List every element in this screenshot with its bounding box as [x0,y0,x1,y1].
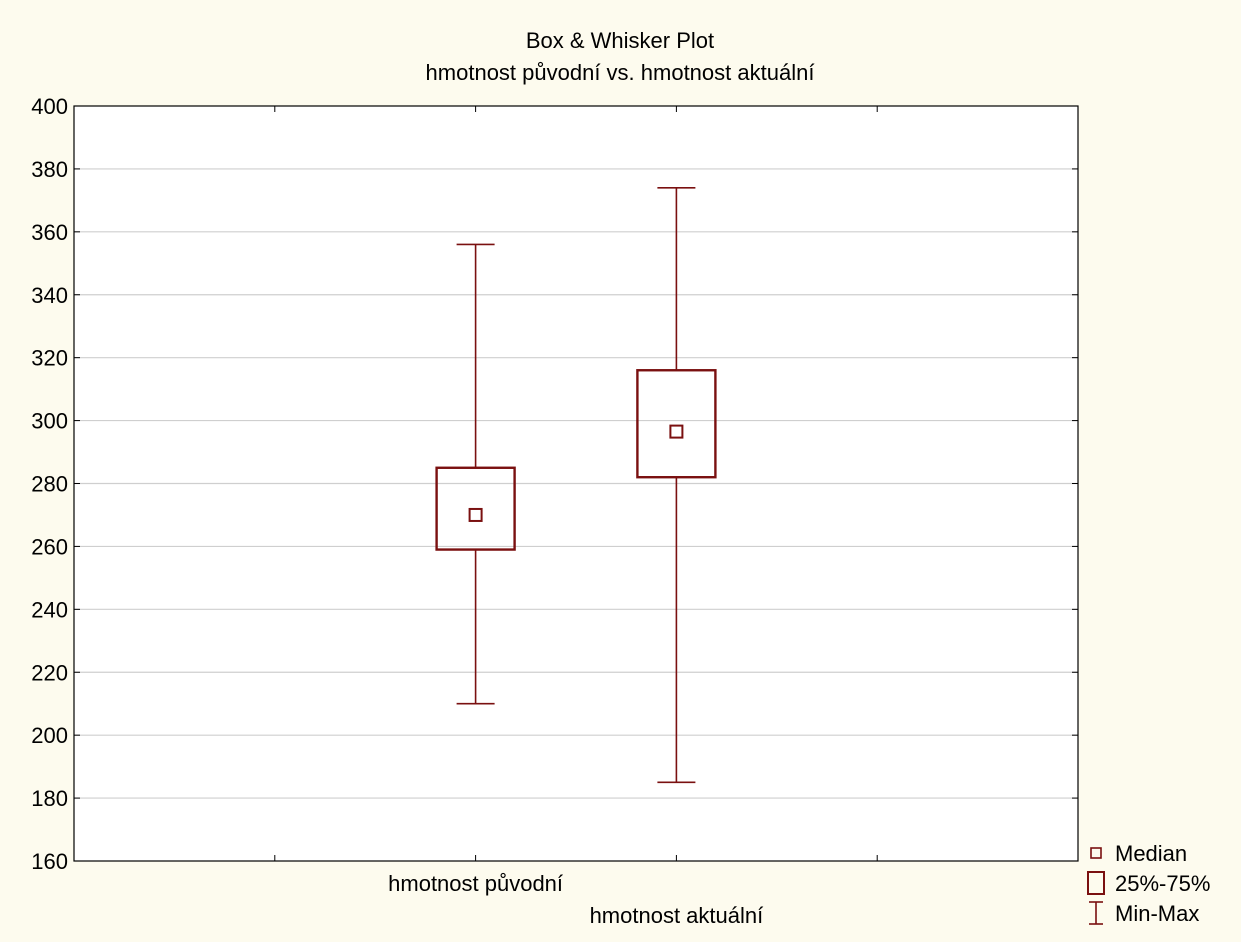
legend-item: Median [1090,841,1187,866]
iqr-box [636,369,717,479]
y-tick-label: 260 [31,534,68,559]
legend-median-symbol [1090,847,1102,859]
chart-title: Box & Whisker Plot [526,28,714,53]
y-tick-label: 180 [31,786,68,811]
legend-label: Min-Max [1115,901,1199,926]
x-axis-category-labels: hmotnost původní hmotnost aktuální [388,871,763,928]
y-tick-label: 320 [31,346,68,371]
legend-box-symbol [1087,871,1105,895]
box-series [435,186,717,784]
x-category-label: hmotnost původní [388,871,563,896]
legend-item: 25%-75% [1087,871,1210,896]
legend: Median 25%-75% Min-Max [1087,841,1210,926]
legend-item: Min-Max [1089,901,1199,926]
y-tick-label: 300 [31,409,68,434]
plot-frame [73,105,1079,862]
median-marker [468,507,483,522]
y-tick-label: 360 [31,220,68,245]
y-tick-label: 160 [31,849,68,874]
y-tick-label: 380 [31,157,68,182]
y-tick-label: 400 [31,94,68,119]
iqr-box [435,466,516,551]
x-category-label: hmotnost aktuální [590,903,764,928]
box-group [636,186,717,784]
box-group [435,243,516,705]
legend-label: Median [1115,841,1187,866]
y-axis-tick-labels: 160 180 200 220 240 260 280 300 320 340 360 380 400 [31,94,68,874]
chart-subtitle: hmotnost původní vs. hmotnost aktuální [426,60,815,85]
y-tick-label: 200 [31,723,68,748]
median-marker [669,424,684,439]
y-tick-label: 280 [31,472,68,497]
y-tick-label: 340 [31,283,68,308]
y-tick-label: 220 [31,660,68,685]
y-tick-label: 240 [31,597,68,622]
legend-label: 25%-75% [1115,871,1210,896]
grid-lines [74,168,1078,799]
